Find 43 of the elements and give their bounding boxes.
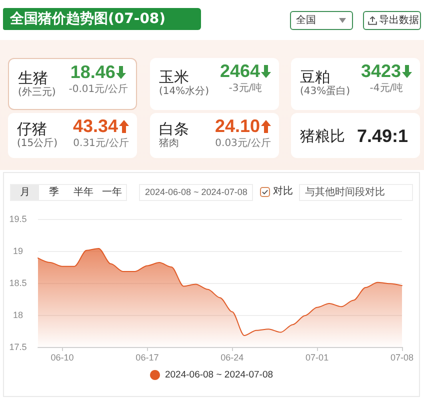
text: -0.01元/公斤	[68, 84, 128, 96]
tab: 月	[11, 185, 39, 200]
text: 18.46	[70, 62, 116, 82]
tab-label: 一年	[101, 186, 123, 200]
text: 2464	[220, 61, 260, 81]
text: (14%水分)	[159, 86, 210, 98]
category-label: 猪粮比	[300, 126, 345, 144]
legend-label: 2024-06-08 ~ 2024-07-08	[164, 370, 274, 380]
date-range-field: 2024-06-08 ~ 2024-07-08	[139, 184, 253, 201]
text: -3元/吨	[228, 83, 264, 95]
tab-label: 半年	[72, 186, 94, 200]
dropdown: 全国	[290, 11, 353, 30]
y-tick-label: 19.5	[9, 214, 27, 224]
category-label: 白条	[159, 120, 189, 138]
y-tick-label: 18.5	[9, 278, 27, 288]
x-tick-label: 06-24	[220, 352, 244, 362]
text: 0.31元/公斤	[72, 138, 129, 150]
text: 对比	[273, 186, 293, 198]
category-label: 仔猪	[17, 120, 47, 138]
text: 0.03元/公斤	[214, 138, 271, 150]
tab-label: 季	[48, 186, 60, 200]
text: 3423	[360, 61, 401, 81]
text: 猪肉	[159, 138, 179, 150]
y-tick-label: 17.5	[9, 342, 27, 352]
y-tick-label: 19	[12, 246, 24, 256]
x-tick-label: 07-08	[390, 352, 414, 362]
category-label: 玉米	[159, 68, 189, 86]
text: -4元/吨	[368, 83, 404, 95]
text: 7.49:1	[356, 126, 408, 146]
x-tick-label: 06-17	[136, 352, 159, 362]
category-label: 生猪	[18, 69, 48, 87]
text: 24.10	[214, 116, 260, 136]
text: 全国猪价趋势图(07-08)	[10, 11, 166, 27]
x-tick-label: 06-10	[50, 352, 74, 362]
text: (15公斤)	[17, 138, 58, 150]
y-tick-label: 18	[12, 310, 24, 320]
text: (43%蛋白)	[300, 86, 350, 98]
text-field: 与其他时间段对比	[299, 184, 413, 201]
button: 导出数据	[363, 11, 421, 30]
category-label: 豆粕	[300, 68, 330, 86]
text: (外三元)	[18, 87, 56, 99]
x-tick-label: 07-01	[306, 352, 329, 362]
text: 43.34	[72, 116, 118, 136]
